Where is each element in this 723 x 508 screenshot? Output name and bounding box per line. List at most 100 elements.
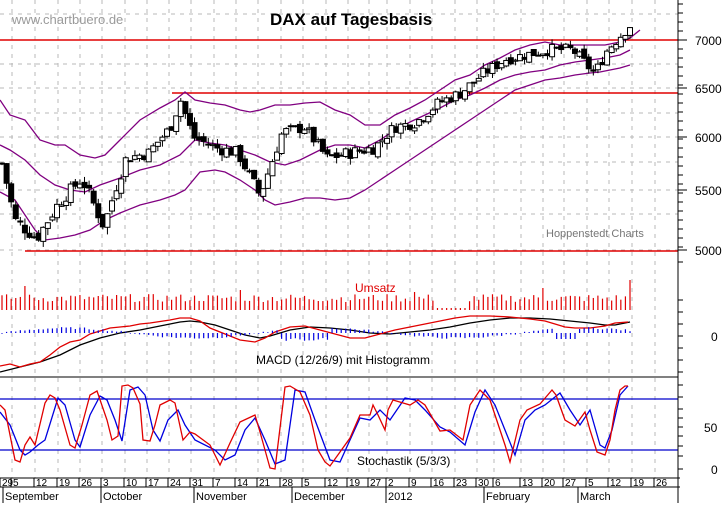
candle xyxy=(3,163,10,189)
day-label: 19 xyxy=(59,478,71,489)
candle-body-up xyxy=(429,109,436,116)
candle xyxy=(429,107,436,118)
day-label: 21 xyxy=(259,478,271,489)
candle-body-up xyxy=(40,226,47,242)
day-label: 27 xyxy=(370,478,382,489)
candle-body-up xyxy=(416,119,423,126)
candle-body-up xyxy=(549,43,556,58)
candle-body-up xyxy=(604,50,611,66)
candle-body-up xyxy=(425,115,432,123)
candle-body-down xyxy=(585,56,592,70)
candle xyxy=(617,33,624,48)
candle xyxy=(585,53,592,74)
date-axis-month-labels: September October November December 2012 Febr… xyxy=(2,487,611,503)
stochastic-label: Stochastik (5/3/3) xyxy=(357,454,450,468)
candle-body-down xyxy=(356,149,363,152)
candle-body-down xyxy=(296,123,303,134)
candle-body-up xyxy=(67,183,74,203)
candle-body-up xyxy=(44,222,51,229)
candle-body-up xyxy=(617,36,624,48)
candle xyxy=(549,39,556,61)
volume-label: Umsatz xyxy=(355,281,396,295)
day-label: 20 xyxy=(544,478,556,489)
day-label: 12 xyxy=(327,478,339,489)
candle xyxy=(567,40,574,50)
candle-body-up xyxy=(164,128,171,137)
candle-body-up xyxy=(434,98,441,110)
candle xyxy=(237,144,244,167)
day-label: 30 xyxy=(478,478,490,489)
day-label: 31 xyxy=(192,478,204,489)
candle-body-down xyxy=(12,204,19,220)
candle-body-up xyxy=(264,173,271,189)
candle-body-up xyxy=(49,216,56,221)
candle xyxy=(159,135,166,147)
day-label: 2 xyxy=(388,478,394,489)
candle xyxy=(604,48,611,66)
bollinger-lower xyxy=(0,64,631,241)
candle xyxy=(241,155,248,172)
price-label: 6000 xyxy=(695,131,722,145)
candle-body-up xyxy=(471,81,478,84)
day-label: 7 xyxy=(215,478,221,489)
support-resistance-lines xyxy=(0,39,678,252)
candle-body-down xyxy=(86,184,93,189)
day-label: 5 xyxy=(588,478,594,489)
chart-title: DAX auf Tagesbasis xyxy=(270,10,432,29)
day-label: 5 xyxy=(304,478,310,489)
candle-body-down xyxy=(214,144,221,149)
candle xyxy=(530,48,537,57)
candle xyxy=(310,126,317,147)
month-label: December xyxy=(294,491,345,503)
day-label: 16 xyxy=(433,478,445,489)
date-axis-day-labels: 29 5 12 19 26 3 10 17 24 31 7 14 21 28 5 12 19 27 2 9 16 23 30… xyxy=(0,478,668,489)
day-label: 12 xyxy=(36,478,48,489)
candle xyxy=(374,142,381,159)
candle xyxy=(351,144,358,159)
candle xyxy=(622,34,629,43)
candle-body-down xyxy=(191,122,198,139)
candle xyxy=(200,132,207,147)
candle xyxy=(406,124,413,132)
stoch-k-line xyxy=(0,384,628,470)
candle xyxy=(44,222,51,236)
candle xyxy=(581,44,588,60)
candle xyxy=(182,100,189,119)
candle-body-up xyxy=(150,145,157,153)
candle-body-up xyxy=(54,203,61,219)
candle xyxy=(54,198,61,223)
candle xyxy=(384,133,391,150)
stoch-axis-label: 50 xyxy=(704,421,718,435)
candle-body-up xyxy=(104,213,111,228)
price-label: 5500 xyxy=(695,184,722,198)
candle-body-down xyxy=(95,203,102,219)
candle xyxy=(40,226,47,247)
candle-body-down xyxy=(127,160,134,163)
day-label: 23 xyxy=(456,478,468,489)
candle xyxy=(251,169,258,180)
candle xyxy=(278,132,285,155)
candle-body-up xyxy=(118,178,125,194)
candlesticks xyxy=(0,27,633,247)
candle-body-down xyxy=(319,138,326,152)
candle xyxy=(118,174,125,199)
candle-body-up xyxy=(269,161,276,177)
candle xyxy=(67,181,74,207)
candle xyxy=(164,127,171,139)
candle xyxy=(571,47,578,59)
day-label: 5 xyxy=(13,478,19,489)
candle-body-up xyxy=(145,148,152,163)
candle-body-down xyxy=(406,124,413,130)
candle xyxy=(425,115,432,125)
candle-body-down xyxy=(530,48,537,57)
macd-panel xyxy=(0,315,631,373)
candle-body-down xyxy=(241,158,248,170)
candle-body-up xyxy=(109,200,116,212)
candle-body-up xyxy=(122,157,129,178)
candle xyxy=(264,168,271,190)
day-label: 12 xyxy=(610,478,622,489)
candle-body-down xyxy=(590,69,597,72)
day-label: 26 xyxy=(81,478,93,489)
candle-body-down xyxy=(200,136,207,142)
